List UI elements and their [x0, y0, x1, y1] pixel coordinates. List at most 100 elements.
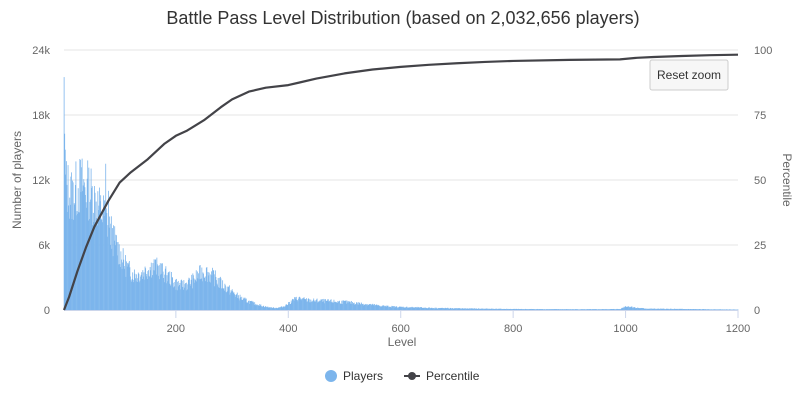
players-bar: [223, 288, 225, 310]
players-bar: [436, 308, 438, 310]
players-bar: [408, 307, 410, 310]
players-bar: [608, 309, 610, 310]
players-bar: [140, 276, 141, 310]
players-bar: [275, 307, 277, 310]
players-bar: [516, 308, 518, 310]
players-bar: [434, 307, 436, 310]
players-bar: [181, 279, 183, 310]
players-bar: [530, 308, 532, 310]
players-bar: [619, 309, 621, 310]
y-left-tick-label: 18k: [32, 110, 50, 122]
players-bar: [398, 306, 400, 310]
players-bar: [299, 296, 301, 310]
players-bar: [78, 212, 80, 310]
players-bar: [212, 267, 213, 310]
players-bar: [431, 308, 433, 310]
players-bar: [396, 306, 398, 310]
players-bar: [386, 306, 388, 310]
players-bar: [94, 192, 96, 310]
players-bar: [79, 159, 81, 310]
players-bar: [227, 291, 229, 310]
players-bar: [205, 267, 207, 310]
players-bar: [160, 274, 162, 310]
players-bar: [314, 301, 316, 310]
players-bar: [440, 308, 442, 310]
reset-zoom-button[interactable]: Reset zoom: [649, 59, 729, 91]
players-bar: [249, 303, 251, 310]
players-bar: [108, 190, 109, 310]
players-bar: [528, 309, 530, 310]
players-bar: [99, 201, 101, 310]
players-bar: [90, 168, 92, 310]
players-bar: [239, 300, 240, 310]
players-bar: [425, 307, 426, 310]
players-bar: [647, 308, 649, 310]
players-bar: [368, 304, 370, 310]
players-bar: [505, 308, 506, 310]
players-bar: [330, 299, 331, 310]
players-bar: [114, 226, 116, 310]
players-bar: [102, 212, 104, 310]
players-bar: [460, 308, 462, 310]
players-bar: [534, 309, 536, 310]
players-bar: [570, 309, 572, 310]
players-bar: [712, 309, 714, 310]
players-bar: [673, 309, 674, 310]
players-bar: [309, 299, 311, 310]
players-bar: [286, 304, 288, 310]
players-bar: [493, 309, 495, 310]
players-bar: [205, 281, 207, 310]
players-bar: [328, 301, 330, 310]
players-bar: [540, 309, 542, 310]
players-bar: [445, 308, 447, 310]
players-bar: [118, 264, 120, 310]
players-bar: [173, 287, 175, 310]
players-bar: [631, 306, 633, 310]
x-tick-label: 600: [392, 323, 410, 335]
players-bar: [611, 309, 613, 310]
players-bar: [109, 216, 111, 310]
players-bar: [538, 309, 539, 310]
players-bar: [453, 308, 455, 310]
players-bar: [596, 309, 597, 310]
players-bar: [146, 279, 148, 310]
players-bar: [461, 308, 462, 310]
players-bar: [643, 308, 645, 310]
players-bar: [324, 299, 326, 310]
players-bar: [406, 306, 407, 310]
players-bar: [104, 200, 105, 310]
players-bar: [490, 309, 492, 310]
players-bar: [397, 307, 399, 310]
players-bar: [476, 308, 478, 310]
players-bar: [221, 288, 223, 310]
players-bar: [353, 302, 355, 310]
players-bar: [616, 308, 618, 310]
players-bar: [412, 307, 414, 310]
players-bar: [684, 309, 686, 310]
players-bar: [189, 283, 191, 310]
players-bar: [260, 304, 262, 310]
players-bar: [327, 299, 329, 310]
players-bar: [259, 304, 261, 310]
players-bar: [399, 306, 401, 310]
players-bar: [257, 304, 258, 310]
players-bar: [474, 308, 475, 310]
players-bar: [438, 307, 439, 310]
players-bar: [307, 301, 308, 310]
players-bar: [411, 306, 413, 310]
players-bar: [364, 304, 366, 310]
players-bar: [480, 308, 482, 310]
legend-item-percentile[interactable]: Percentile: [404, 369, 480, 383]
legend-item-players[interactable]: Players: [325, 369, 383, 383]
players-bar: [487, 308, 489, 310]
players-bar: [325, 300, 327, 310]
players-bar: [702, 309, 704, 310]
players-bar: [293, 299, 294, 310]
players-bar: [589, 309, 591, 310]
players-bar: [480, 308, 482, 310]
players-bar: [707, 309, 709, 310]
players-bar: [458, 308, 460, 310]
players-bar: [600, 309, 601, 310]
players-bar: [492, 308, 493, 310]
players-bar: [538, 309, 540, 310]
